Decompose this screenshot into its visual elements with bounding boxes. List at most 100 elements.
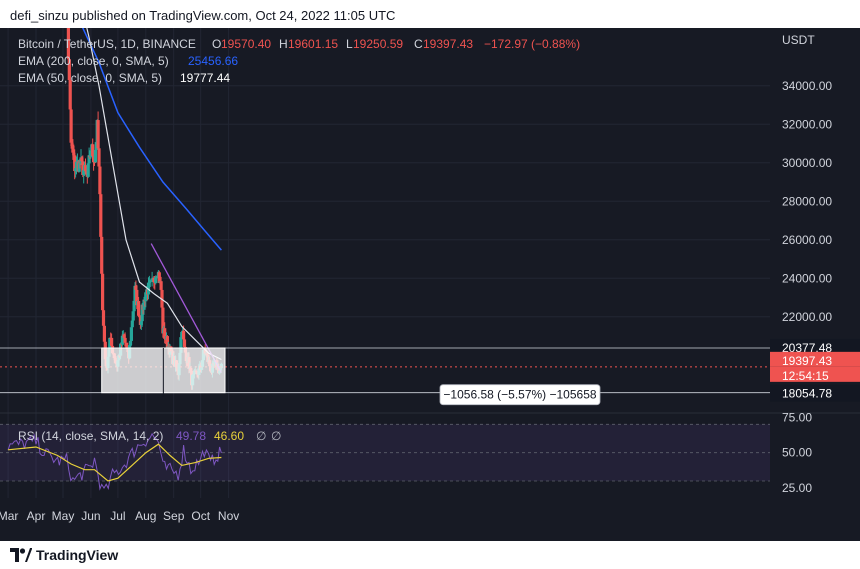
- publisher-line: defi_sinzu published on TradingView.com,…: [10, 8, 396, 23]
- rsi-tick-label: 75.00: [782, 410, 812, 424]
- rsi-sma-value: 46.60: [214, 429, 244, 443]
- candle-body: [74, 161, 79, 169]
- candle-body: [137, 301, 141, 316]
- candle-body: [69, 109, 73, 143]
- candle-body: [161, 307, 165, 334]
- candle-body: [89, 150, 93, 158]
- candle-body: [180, 331, 184, 338]
- candle-body: [68, 80, 72, 110]
- candle-body: [70, 142, 74, 147]
- candle-body: [92, 162, 97, 164]
- close-label: C: [414, 37, 423, 51]
- price-label-text: 12:54:15: [782, 369, 829, 383]
- ema200-line: [81, 28, 222, 251]
- candle-body: [157, 272, 161, 283]
- time-tick-label: Jul: [110, 509, 125, 523]
- candle-body: [155, 275, 160, 278]
- candle-body: [139, 321, 143, 325]
- candle-body: [148, 280, 152, 283]
- candle-body: [152, 277, 156, 282]
- measure-label-box: [439, 384, 601, 406]
- time-tick-label: Oct: [191, 509, 210, 523]
- rsi-tick-label: 25.00: [782, 481, 812, 495]
- candle-body: [154, 277, 158, 284]
- ema50-line: [86, 28, 222, 361]
- tradingview-logo-icon: [10, 548, 32, 562]
- candle-body: [179, 337, 183, 353]
- high-value: 19601.15: [288, 37, 338, 51]
- candle-body: [83, 165, 88, 172]
- price-label-tag: [770, 366, 860, 382]
- candle-body: [149, 279, 153, 281]
- candle-body: [84, 171, 88, 174]
- candle-body: [66, 28, 70, 60]
- candle-body: [137, 315, 142, 317]
- candle-body: [125, 346, 129, 348]
- time-tick-label: May: [52, 509, 75, 523]
- price-tick-label: 28000.00: [782, 194, 832, 208]
- price-tick-label: 32000.00: [782, 117, 832, 131]
- candle-body: [135, 289, 139, 306]
- chart-canvas[interactable]: −1056.58 (−5.57%) −105658 34000.00 32000.…: [0, 28, 860, 541]
- price-label-tag: [770, 351, 860, 367]
- high-label: H: [279, 37, 288, 51]
- candle-body: [93, 149, 97, 163]
- ema50-label: EMA (50, close, 0, SMA, 5): [18, 71, 162, 85]
- candle-body: [163, 328, 167, 339]
- close-value: 19397.43: [423, 37, 473, 51]
- candle-body: [67, 59, 71, 81]
- candle-body: [124, 342, 128, 347]
- candle-body: [108, 337, 112, 350]
- candle-body: [99, 194, 103, 237]
- candle-body: [150, 278, 154, 280]
- rsi-flag-1: ∅: [256, 429, 266, 443]
- candle-body: [129, 327, 133, 341]
- candle-body: [100, 236, 104, 274]
- time-tick-label: Apr: [27, 509, 46, 523]
- candle-body: [165, 336, 169, 349]
- change-value: −172.97 (−0.88%): [484, 37, 580, 51]
- candle-body: [71, 146, 75, 153]
- time-tick-label: Sep: [163, 509, 185, 523]
- time-tick-label: Nov: [218, 509, 239, 523]
- candle-body: [97, 148, 101, 167]
- candle-body: [92, 156, 96, 163]
- footer-bar: TradingView: [0, 541, 860, 569]
- price-label-text: 19397.43: [782, 354, 832, 368]
- candle-body: [182, 339, 187, 347]
- price-label-text: 20377.48: [782, 341, 832, 355]
- candle-body: [87, 155, 91, 164]
- candle-body: [123, 337, 127, 343]
- ema50-value: 19777.44: [180, 71, 230, 85]
- rsi-title: RSI (14, close, SMA, 14, 2): [18, 429, 163, 443]
- brand-text: TradingView: [36, 547, 119, 563]
- candle-body: [147, 282, 151, 284]
- price-label-tag: [770, 338, 860, 356]
- candle-body: [74, 168, 78, 172]
- candle-body: [98, 166, 102, 195]
- candle-body: [91, 144, 95, 157]
- open-label: O: [212, 37, 221, 51]
- candle-body: [182, 330, 186, 340]
- chart-area[interactable]: −1056.58 (−5.57%) −105658 34000.00 32000.…: [0, 28, 860, 541]
- candle-body: [80, 157, 84, 162]
- rsi-flag-2: ∅: [271, 429, 281, 443]
- ema200-label: EMA (200, close, 0, SMA, 5): [18, 54, 169, 68]
- candle-body: [96, 120, 100, 149]
- candle-body: [155, 277, 159, 279]
- price-tick-label: 22000.00: [782, 310, 832, 324]
- candle-body: [77, 160, 81, 172]
- price-tick-label: 30000.00: [782, 156, 832, 170]
- measure-label: −1056.58 (−5.57%) −105658: [443, 388, 596, 402]
- tradingview-brand[interactable]: TradingView: [10, 544, 118, 566]
- candle-body: [130, 320, 134, 328]
- price-tick-label: 26000.00: [782, 233, 832, 247]
- candle-body: [144, 292, 148, 302]
- candle-body: [133, 285, 137, 301]
- time-tick-label: Jun: [81, 509, 100, 523]
- candle-body: [81, 161, 85, 175]
- candle-body: [128, 340, 133, 346]
- candle-body: [142, 299, 146, 310]
- rsi-tick-label: 50.00: [782, 446, 812, 460]
- candle-body: [102, 325, 106, 342]
